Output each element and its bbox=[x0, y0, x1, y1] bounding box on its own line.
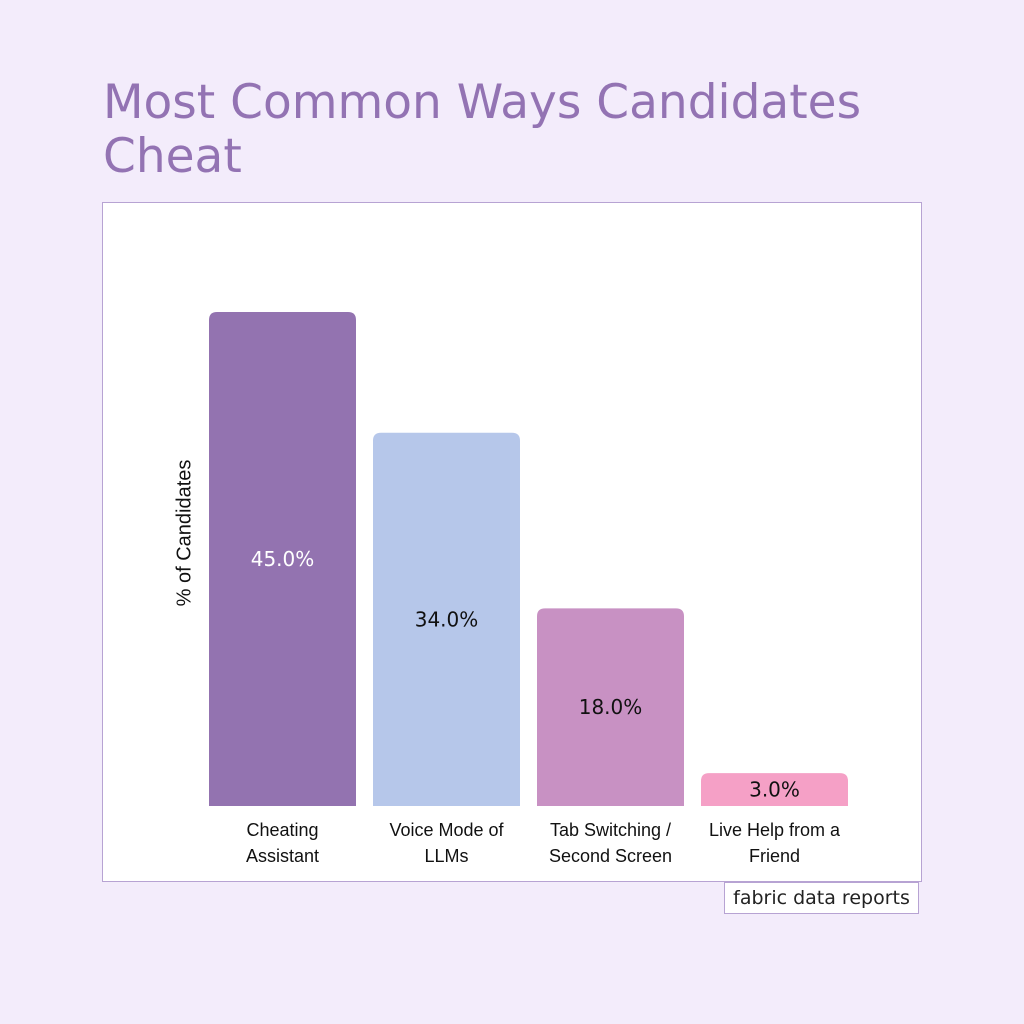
x-tick-label-1: Cheating Assistant bbox=[246, 820, 319, 866]
x-tick-label-4: Live Help from a Friend bbox=[709, 820, 841, 866]
bar-1 bbox=[209, 312, 356, 806]
bar-3 bbox=[537, 608, 684, 806]
bar-value-label-1: 45.0% bbox=[251, 547, 315, 571]
bar-value-label-4: 3.0% bbox=[749, 778, 800, 802]
source-credit: fabric data reports bbox=[724, 882, 919, 914]
x-tick-label-3: Tab Switching / Second Screen bbox=[549, 820, 672, 866]
bar-value-label-2: 34.0% bbox=[415, 607, 479, 631]
y-axis-label: % of Candidates bbox=[173, 459, 196, 607]
chart-panel: 45.0% Cheating Assistant 34.0% Voice Mode of… bbox=[102, 202, 922, 882]
bar-4 bbox=[701, 773, 848, 806]
bar-value-label-3: 18.0% bbox=[579, 695, 643, 719]
x-tick-label-2: Voice Mode of LLMs bbox=[389, 820, 504, 866]
bar-chart: 45.0% Cheating Assistant 34.0% Voice Mode of… bbox=[209, 312, 848, 866]
bar-2 bbox=[373, 432, 520, 806]
chart-title: Most Common Ways Candidates Cheat bbox=[103, 75, 862, 184]
